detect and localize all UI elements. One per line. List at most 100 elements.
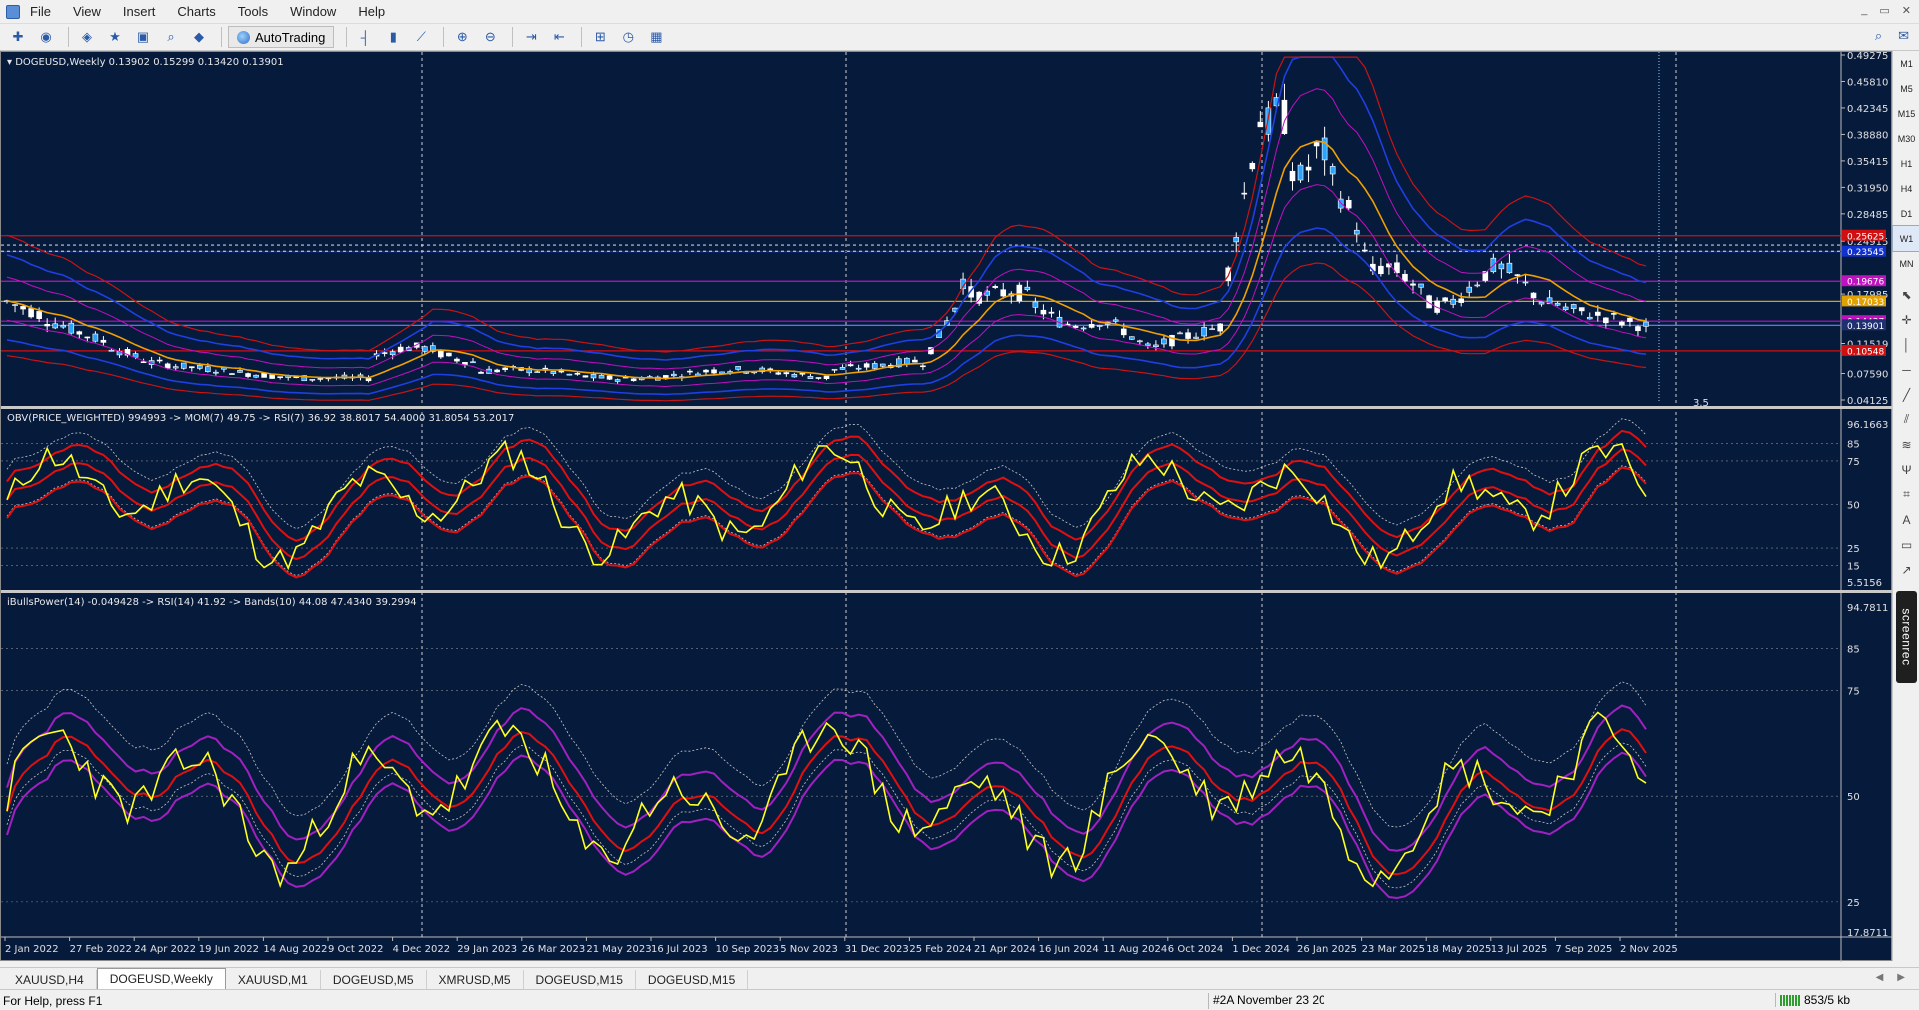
menu-view[interactable]: View: [72, 4, 101, 19]
timeframe-mn[interactable]: MN: [1899, 258, 1914, 269]
pane-divider[interactable]: [1, 590, 1893, 593]
candle-body: [1153, 344, 1159, 348]
pitchfork-icon[interactable]: Ψ: [1901, 462, 1912, 477]
chart-tab[interactable]: XMRUSD,M5: [427, 970, 524, 989]
terminal-icon[interactable]: ▣: [136, 29, 150, 44]
candle-body: [1434, 300, 1440, 313]
periods-icon[interactable]: ◷: [622, 29, 635, 44]
candle-body: [1402, 273, 1408, 282]
candle-body: [494, 369, 500, 373]
options-icon[interactable]: ◆: [194, 29, 204, 44]
time-tick-label: 18 May 2025: [1426, 944, 1491, 955]
arrows-icon[interactable]: ↗: [1901, 562, 1912, 577]
collapse-arrow-icon[interactable]: ▾: [7, 57, 16, 68]
candle-body: [1353, 229, 1360, 235]
timeframe-m15[interactable]: M15: [1897, 108, 1916, 119]
sub1-upper-band: [6, 429, 1647, 542]
profiles-icon[interactable]: ◉: [40, 29, 52, 44]
close-button[interactable]: ✕: [1901, 5, 1911, 17]
candle-body: [277, 376, 283, 378]
gann-icon[interactable]: ⌗: [1903, 487, 1910, 501]
candle-body: [1217, 323, 1223, 332]
line-chart-icon[interactable]: ⟋: [416, 29, 426, 44]
candle-body: [1466, 286, 1473, 293]
channel-icon[interactable]: ⫽: [1903, 412, 1910, 426]
tester-icon[interactable]: ⌕: [167, 29, 175, 44]
candle-body: [1305, 166, 1312, 171]
new-chart-icon[interactable]: ✚: [12, 29, 24, 44]
sub2-scale-label: 75: [1847, 687, 1860, 698]
autotrading-button[interactable]: AutoTrading: [228, 26, 335, 48]
candle-body: [446, 352, 452, 357]
candle-body: [1265, 107, 1272, 135]
timeframe-w1[interactable]: W1: [1892, 225, 1919, 252]
navigator-icon[interactable]: ★: [109, 29, 121, 44]
connection-status[interactable]: 853/5 kb: [1775, 993, 1850, 1007]
candle-body: [550, 371, 557, 374]
chart-tab[interactable]: DOGEUSD,M5: [321, 970, 427, 989]
timeframe-h4[interactable]: H4: [1900, 183, 1913, 194]
candle-body: [197, 364, 203, 369]
price-tag-label: 0.25625: [1847, 232, 1884, 242]
cursor-icon[interactable]: ⬉: [1901, 287, 1912, 302]
chart-tab[interactable]: DOGEUSD,M15: [524, 970, 636, 989]
toolbar-divider: [443, 27, 445, 47]
candle-body: [1337, 198, 1344, 209]
chart-window[interactable]: 0.49275 0.45810 0.42345 0.38880 0.35415 0.319…: [0, 51, 1893, 962]
menu-tools[interactable]: Tools: [237, 4, 269, 19]
timeframe-m30[interactable]: M30: [1897, 133, 1916, 144]
market-watch-icon[interactable]: ◈: [82, 29, 92, 44]
chat-icon[interactable]: ✉: [1898, 28, 1909, 43]
crosshair-icon[interactable]: ✛: [1901, 312, 1912, 327]
pane-divider[interactable]: [1, 406, 1893, 409]
candle-body: [1562, 306, 1569, 310]
timeframe-h1[interactable]: H1: [1900, 158, 1913, 169]
timeframe-d1[interactable]: D1: [1900, 208, 1913, 219]
vertical-line-icon[interactable]: │: [1902, 337, 1911, 352]
menu-insert[interactable]: Insert: [122, 4, 156, 19]
zoom-in-icon[interactable]: ⊕: [456, 29, 468, 44]
search-icon[interactable]: ⌕: [1874, 28, 1883, 43]
zoom-out-icon[interactable]: ⊖: [484, 29, 496, 44]
indicators-icon[interactable]: ⊞: [594, 29, 606, 44]
chart-tab[interactable]: DOGEUSD,M15: [636, 970, 749, 989]
minimize-button[interactable]: _: [1861, 4, 1868, 16]
horizontal-line-icon[interactable]: ─: [1902, 362, 1911, 377]
screenrec-badge[interactable]: screenrec: [1896, 591, 1917, 683]
candle-body: [164, 363, 171, 369]
menu-charts[interactable]: Charts: [177, 4, 216, 19]
price-tick-label: 0.38880: [1847, 130, 1888, 141]
menu-help[interactable]: Help: [358, 4, 386, 19]
shapes-icon[interactable]: ▭: [1900, 537, 1913, 552]
menu-file[interactable]: File: [30, 4, 51, 19]
fibonacci-icon[interactable]: ≋: [1901, 437, 1912, 452]
sub1-label: OBV(PRICE_WEIGHTED) 994993 -> MOM(7) 49.…: [7, 413, 515, 424]
chart-tab[interactable]: DOGEUSD,Weekly: [96, 968, 226, 989]
chart-tab[interactable]: XAUUSD,H4: [3, 970, 97, 989]
candlestick-icon[interactable]: ▮: [389, 29, 397, 44]
timeframe-m5[interactable]: M5: [1900, 83, 1913, 94]
price-tag-box: [1842, 275, 1886, 287]
autoscroll-icon[interactable]: ⇥: [525, 29, 537, 44]
chart-tab[interactable]: XAUUSD,M1: [226, 970, 321, 989]
candle-body: [470, 361, 476, 364]
candle-body: [1458, 298, 1465, 303]
timeframe-m1[interactable]: M1: [1900, 58, 1913, 69]
restore-button[interactable]: ▭: [1879, 5, 1890, 17]
chart-canvas[interactable]: 0.49275 0.45810 0.42345 0.38880 0.35415 0.319…: [1, 52, 1893, 962]
candle-body: [76, 331, 83, 335]
tab-scroll-right-icon[interactable]: ▶: [1897, 972, 1905, 983]
templates-icon[interactable]: ▦: [650, 29, 663, 44]
trendline-icon[interactable]: ╱: [1902, 387, 1911, 402]
text-icon[interactable]: A: [1902, 512, 1911, 527]
candle-body: [502, 367, 508, 371]
chart-shift-icon[interactable]: ⇤: [553, 29, 565, 44]
menu-window[interactable]: Window: [290, 4, 337, 19]
candle-body: [1361, 249, 1368, 252]
candle-body: [1522, 281, 1529, 284]
candle-body: [60, 325, 67, 328]
candle-body: [863, 363, 870, 368]
tab-scroll-left-icon[interactable]: ◀: [1875, 972, 1884, 983]
bar-chart-icon[interactable]: ┤: [360, 29, 370, 45]
time-tick-label: 10 Sep 2023: [716, 944, 779, 955]
